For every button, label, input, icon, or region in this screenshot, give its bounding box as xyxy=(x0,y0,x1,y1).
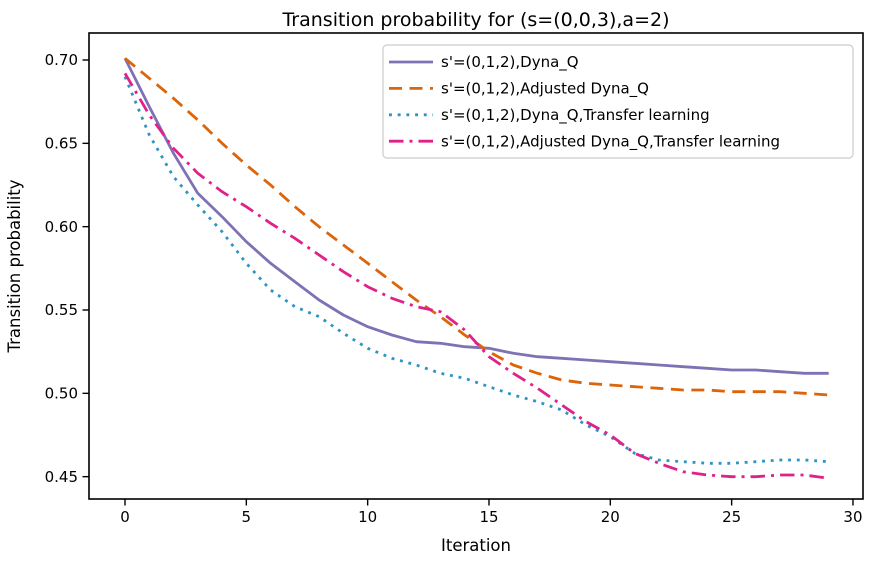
legend-label: s'=(0,1,2),Adjusted Dyna_Q,Transfer lear… xyxy=(441,132,780,151)
x-axis-label: Iteration xyxy=(441,536,511,555)
chart-title: Transition probability for (s=(0,0,3),a=… xyxy=(281,9,669,31)
y-tick-label: 0.55 xyxy=(45,301,78,319)
legend-label: s'=(0,1,2),Dyna_Q,Transfer learning xyxy=(441,106,710,125)
x-tick-label: 5 xyxy=(242,508,252,526)
y-tick-label: 0.65 xyxy=(45,135,78,153)
axes-spines xyxy=(88,32,864,500)
x-tick-label: 10 xyxy=(358,508,377,526)
series-line-dashdot xyxy=(123,72,829,480)
plot-area: 0 5 10 15 20 25 30 0.45 0.50 0.55 0.60 0.65 0.70 xyxy=(45,32,864,526)
legend-label: s'=(0,1,2),Dyna_Q xyxy=(441,53,579,72)
x-tick-label: 15 xyxy=(479,508,498,526)
series-line-solid xyxy=(123,57,829,375)
y-tick-label: 0.45 xyxy=(45,468,78,486)
legend-box xyxy=(382,44,854,159)
y-tick-label: 0.70 xyxy=(45,51,78,69)
x-tick-label: 20 xyxy=(601,508,620,526)
x-tick-label: 0 xyxy=(120,508,130,526)
x-tick-label: 30 xyxy=(843,508,862,526)
legend: s'=(0,1,2),Dyna_Q s'=(0,1,2),Adjusted Dyn… xyxy=(382,44,854,159)
y-tick-label: 0.50 xyxy=(45,385,78,403)
y-tick-label: 0.60 xyxy=(45,218,78,236)
series-line-dotted xyxy=(123,76,829,465)
x-tick-label: 25 xyxy=(722,508,741,526)
y-axis-label: Transition probability xyxy=(5,179,24,353)
legend-label: s'=(0,1,2),Adjusted Dyna_Q xyxy=(441,80,649,99)
